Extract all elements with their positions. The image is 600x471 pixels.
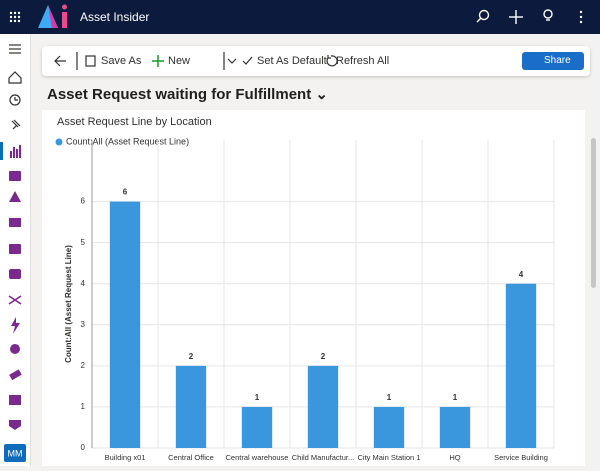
new-button[interactable]: New [168, 55, 191, 67]
share-button[interactable]: Share [522, 52, 584, 70]
view-title[interactable]: Asset Request waiting for Fulfillment ⌄ [47, 86, 328, 103]
top-bar: Asset Insider [0, 0, 600, 34]
y-tick-label: 1 [81, 402, 86, 411]
scrollbar [591, 138, 596, 288]
y-tick-label: 3 [81, 320, 86, 329]
x-tick-label: Service Building [494, 453, 548, 462]
data-label: 6 [123, 188, 128, 197]
refresh-button[interactable]: Refresh All [336, 55, 390, 67]
user-avatar[interactable]: MM [8, 448, 23, 458]
data-label: 1 [387, 393, 392, 402]
data-label: 2 [189, 352, 194, 361]
legend-swatch [55, 138, 63, 146]
set-default-button[interactable]: Set As Default [257, 55, 327, 67]
save-as-button[interactable]: Save As [101, 55, 142, 67]
y-axis-label: Count:All (Asset Request Line) [64, 245, 73, 363]
nav-icons: MM [0, 44, 26, 462]
toolbar-icons [54, 52, 338, 70]
command-bar: Save As New Set As Default Refresh All S… [42, 46, 590, 76]
y-tick-label: 2 [81, 361, 86, 370]
x-tick-label: City Main Station 1 [358, 453, 421, 462]
y-tick-label: 5 [81, 238, 86, 247]
app-name: Asset Insider [80, 10, 150, 24]
chart-card: Asset Request Line by Location Count:All… [42, 110, 585, 466]
top-icons [9, 4, 583, 28]
bar [373, 406, 405, 448]
y-tick-label: 4 [81, 279, 86, 288]
y-tick-label: 0 [81, 443, 86, 452]
data-label: 1 [255, 393, 260, 402]
x-tick-label: Building x01 [105, 453, 146, 462]
x-tick-label: HQ [449, 453, 460, 462]
chart-title: Asset Request Line by Location [57, 116, 212, 128]
bar [241, 406, 273, 448]
view-title-text: Asset Request waiting for Fulfillment [47, 86, 312, 103]
side-nav: MM [0, 34, 31, 466]
x-tick-label: Child Manufactur... [292, 453, 355, 462]
data-label: 1 [453, 393, 458, 402]
bar [175, 365, 207, 448]
data-label: 4 [519, 270, 524, 279]
data-label: 2 [321, 352, 326, 361]
y-tick-label: 6 [81, 197, 86, 206]
bar [307, 365, 339, 448]
legend-label: Count:All (Asset Request Line) [66, 136, 189, 146]
x-tick-label: Central warehouse [226, 453, 289, 462]
bar [439, 406, 471, 448]
bar [109, 201, 141, 448]
share-label: Share [544, 55, 571, 66]
bar [505, 283, 537, 448]
x-tick-label: Central Office [168, 453, 214, 462]
chart: Asset Request Line by Location Count:All… [55, 116, 555, 462]
